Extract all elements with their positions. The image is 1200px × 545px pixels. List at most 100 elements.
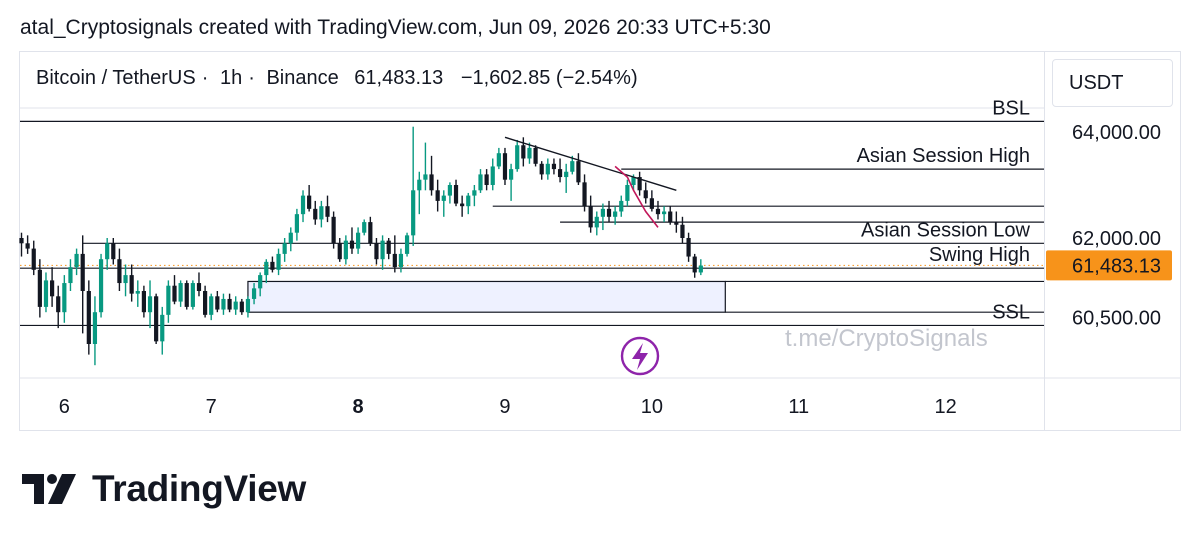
candle[interactable] bbox=[662, 206, 667, 223]
candle[interactable] bbox=[619, 195, 624, 217]
candle[interactable] bbox=[398, 248, 404, 273]
candle[interactable] bbox=[203, 285, 208, 318]
candle[interactable] bbox=[692, 253, 697, 278]
candle[interactable] bbox=[594, 211, 599, 236]
candle[interactable] bbox=[43, 272, 49, 313]
candle[interactable] bbox=[307, 185, 312, 212]
candle[interactable] bbox=[478, 169, 483, 193]
candle[interactable] bbox=[557, 158, 563, 183]
candle[interactable] bbox=[80, 235, 85, 334]
candle[interactable] bbox=[160, 306, 165, 355]
candle[interactable] bbox=[484, 169, 489, 191]
candle[interactable] bbox=[331, 211, 336, 249]
candle[interactable] bbox=[496, 147, 501, 170]
candle[interactable] bbox=[502, 147, 508, 185]
candle[interactable] bbox=[392, 235, 397, 273]
candle[interactable] bbox=[588, 195, 593, 233]
candle[interactable] bbox=[86, 280, 91, 355]
candle[interactable] bbox=[325, 195, 330, 223]
candle[interactable] bbox=[294, 208, 299, 241]
candle[interactable] bbox=[362, 219, 367, 236]
candle[interactable] bbox=[625, 179, 630, 207]
projection-path[interactable] bbox=[614, 165, 659, 228]
candle[interactable] bbox=[129, 264, 134, 302]
candle[interactable] bbox=[251, 283, 257, 305]
candle[interactable] bbox=[404, 232, 410, 257]
candle[interactable] bbox=[135, 280, 140, 307]
candle[interactable] bbox=[429, 155, 434, 196]
candle[interactable] bbox=[570, 155, 575, 175]
candle[interactable] bbox=[92, 296, 98, 366]
candle[interactable] bbox=[288, 227, 293, 252]
candle[interactable] bbox=[117, 248, 122, 291]
candle[interactable] bbox=[490, 158, 495, 191]
candle[interactable] bbox=[154, 293, 159, 344]
candle[interactable] bbox=[551, 158, 557, 175]
candle[interactable] bbox=[215, 291, 220, 313]
candle[interactable] bbox=[606, 200, 612, 223]
candle[interactable] bbox=[270, 256, 275, 273]
candle[interactable] bbox=[313, 200, 318, 225]
candle[interactable] bbox=[356, 227, 361, 254]
candle[interactable] bbox=[460, 195, 465, 217]
candle[interactable] bbox=[37, 259, 42, 318]
candle[interactable] bbox=[380, 235, 385, 270]
candle[interactable] bbox=[509, 163, 514, 201]
candle[interactable] bbox=[349, 227, 355, 254]
candle[interactable] bbox=[386, 238, 391, 260]
candle[interactable] bbox=[435, 179, 440, 212]
candle[interactable] bbox=[466, 192, 471, 215]
candle[interactable] bbox=[698, 259, 703, 276]
candle[interactable] bbox=[539, 161, 544, 180]
candle[interactable] bbox=[196, 272, 202, 297]
candle[interactable] bbox=[68, 259, 73, 291]
candle[interactable] bbox=[576, 153, 581, 185]
candle[interactable] bbox=[245, 296, 251, 318]
candle[interactable] bbox=[411, 126, 416, 246]
candle[interactable] bbox=[184, 280, 189, 310]
candle[interactable] bbox=[655, 200, 661, 220]
candle[interactable] bbox=[98, 253, 104, 318]
candle[interactable] bbox=[668, 206, 673, 225]
candle[interactable] bbox=[649, 190, 654, 212]
candle[interactable] bbox=[515, 139, 520, 172]
candle[interactable] bbox=[343, 235, 348, 265]
candle[interactable] bbox=[19, 232, 24, 257]
candle[interactable] bbox=[447, 182, 452, 204]
candle[interactable] bbox=[276, 248, 281, 276]
candle[interactable] bbox=[600, 203, 605, 231]
symbol-interval[interactable]: 1h bbox=[219, 67, 243, 89]
candle[interactable] bbox=[368, 216, 373, 246]
candle[interactable] bbox=[147, 280, 153, 329]
candle[interactable] bbox=[282, 238, 287, 262]
candle[interactable] bbox=[239, 298, 244, 315]
candle[interactable] bbox=[337, 238, 342, 262]
candle[interactable] bbox=[423, 142, 428, 191]
candle[interactable] bbox=[643, 182, 648, 204]
candle[interactable] bbox=[141, 285, 146, 318]
candle[interactable] bbox=[545, 158, 550, 180]
candle[interactable] bbox=[178, 280, 183, 307]
candle[interactable] bbox=[190, 280, 195, 310]
currency-selector[interactable]: USDT bbox=[1052, 59, 1173, 107]
candle[interactable] bbox=[172, 275, 177, 305]
candle[interactable] bbox=[50, 267, 55, 307]
candle[interactable] bbox=[674, 211, 679, 233]
candle[interactable] bbox=[56, 285, 61, 329]
candle[interactable] bbox=[258, 272, 263, 297]
candle[interactable] bbox=[374, 238, 379, 265]
symbol-name[interactable]: Bitcoin / TetherUS bbox=[36, 67, 196, 89]
candle[interactable] bbox=[527, 142, 532, 164]
candle[interactable] bbox=[319, 200, 324, 228]
candle[interactable] bbox=[111, 238, 116, 265]
candle[interactable] bbox=[613, 206, 618, 225]
candle[interactable] bbox=[680, 216, 685, 244]
candle[interactable] bbox=[25, 235, 30, 254]
candle[interactable] bbox=[472, 185, 477, 207]
candle[interactable] bbox=[582, 174, 587, 212]
candle[interactable] bbox=[105, 238, 110, 270]
trendline[interactable] bbox=[504, 136, 677, 191]
candle[interactable] bbox=[300, 190, 306, 223]
candle[interactable] bbox=[233, 296, 238, 315]
